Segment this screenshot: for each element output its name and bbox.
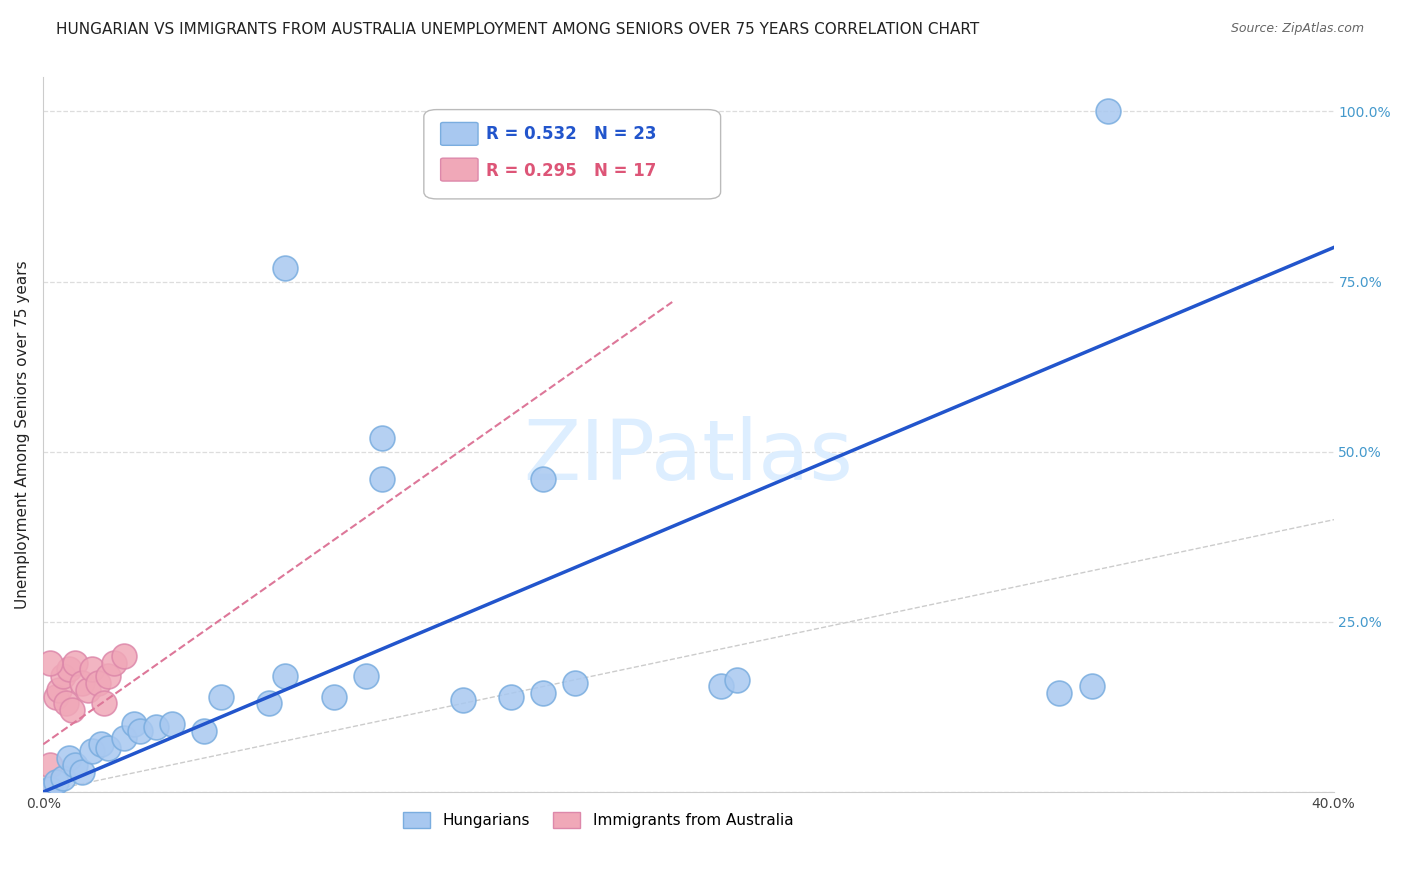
Text: R = 0.532   N = 23: R = 0.532 N = 23 bbox=[486, 125, 657, 144]
FancyBboxPatch shape bbox=[440, 122, 478, 145]
Point bbox=[354, 669, 377, 683]
Point bbox=[60, 703, 83, 717]
Point bbox=[38, 656, 60, 670]
Text: HUNGARIAN VS IMMIGRANTS FROM AUSTRALIA UNEMPLOYMENT AMONG SENIORS OVER 75 YEARS : HUNGARIAN VS IMMIGRANTS FROM AUSTRALIA U… bbox=[56, 22, 980, 37]
Point bbox=[48, 682, 70, 697]
Point bbox=[51, 669, 73, 683]
Point bbox=[65, 656, 87, 670]
Point bbox=[274, 260, 297, 275]
Text: ZIPatlas: ZIPatlas bbox=[523, 416, 853, 497]
Point bbox=[145, 720, 167, 734]
Point bbox=[112, 731, 135, 745]
Y-axis label: Unemployment Among Seniors over 75 years: Unemployment Among Seniors over 75 years bbox=[15, 260, 30, 609]
Point bbox=[58, 663, 80, 677]
Point bbox=[1097, 104, 1119, 119]
Point bbox=[322, 690, 344, 704]
Point bbox=[112, 648, 135, 663]
Point bbox=[257, 697, 280, 711]
Point bbox=[531, 686, 554, 700]
Point bbox=[38, 781, 60, 796]
FancyBboxPatch shape bbox=[423, 110, 721, 199]
Point bbox=[1080, 680, 1102, 694]
Point bbox=[371, 431, 394, 445]
Point bbox=[55, 697, 77, 711]
Point bbox=[160, 717, 183, 731]
Point bbox=[193, 723, 215, 738]
Text: Source: ZipAtlas.com: Source: ZipAtlas.com bbox=[1230, 22, 1364, 36]
Point bbox=[70, 764, 93, 779]
Point bbox=[58, 751, 80, 765]
FancyBboxPatch shape bbox=[440, 158, 478, 181]
Point bbox=[65, 757, 87, 772]
Point bbox=[87, 676, 110, 690]
Point bbox=[499, 690, 522, 704]
Point bbox=[1047, 686, 1070, 700]
Point bbox=[531, 472, 554, 486]
Point bbox=[710, 680, 733, 694]
Point bbox=[564, 676, 586, 690]
Point bbox=[80, 663, 103, 677]
Point bbox=[70, 676, 93, 690]
Point bbox=[97, 669, 120, 683]
Point bbox=[129, 723, 152, 738]
Point bbox=[90, 737, 112, 751]
Point bbox=[209, 690, 232, 704]
Point bbox=[51, 772, 73, 786]
Point bbox=[451, 693, 474, 707]
Point bbox=[93, 697, 115, 711]
Point bbox=[97, 740, 120, 755]
Point bbox=[122, 717, 145, 731]
Point bbox=[725, 673, 748, 687]
Point bbox=[45, 690, 67, 704]
Point bbox=[274, 669, 297, 683]
Legend: Hungarians, Immigrants from Australia: Hungarians, Immigrants from Australia bbox=[396, 805, 800, 834]
Point bbox=[77, 682, 100, 697]
Point bbox=[103, 656, 125, 670]
Point bbox=[38, 757, 60, 772]
Text: R = 0.295   N = 17: R = 0.295 N = 17 bbox=[486, 161, 657, 180]
Point bbox=[80, 744, 103, 758]
Point bbox=[35, 785, 58, 799]
Point bbox=[371, 472, 394, 486]
Point bbox=[45, 774, 67, 789]
